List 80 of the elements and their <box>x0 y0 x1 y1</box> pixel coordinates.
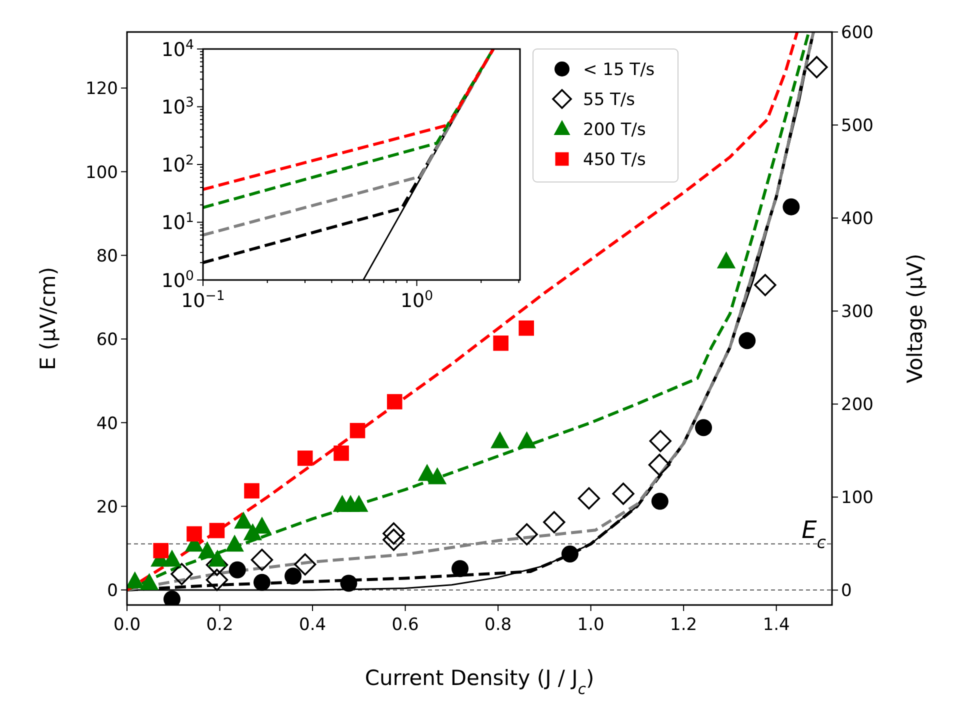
y-tick-label: 120 <box>86 79 118 100</box>
point <box>695 419 712 436</box>
legend-label: 55 T/s <box>583 90 636 110</box>
y2-axis-title: Voltage (μV) <box>903 254 927 384</box>
legend-label: 450 T/s <box>583 150 646 170</box>
point <box>243 523 262 540</box>
point <box>561 545 578 562</box>
y-tick-label: 10$^{3}$ <box>161 95 194 119</box>
point <box>493 336 508 351</box>
point <box>350 494 368 512</box>
point <box>490 431 510 448</box>
point <box>206 568 228 592</box>
y-tick-label: 10$^{2}$ <box>161 152 194 176</box>
point <box>186 526 202 542</box>
point <box>198 541 217 558</box>
x-tick-label: 0.0 <box>113 615 141 635</box>
point <box>738 332 756 350</box>
x-axis-title: Current Density (J / J$_{c}$) <box>364 666 594 698</box>
point <box>294 553 316 576</box>
point <box>516 523 538 546</box>
x-tick-label: 0.8 <box>484 615 512 635</box>
point <box>754 274 776 296</box>
point <box>612 482 634 505</box>
point <box>648 454 671 476</box>
point <box>651 492 668 510</box>
y-tick-label: 60 <box>96 330 118 350</box>
y2-tick-label: 600 <box>841 23 874 44</box>
point <box>127 571 144 588</box>
x-tick-label: 0.6 <box>392 615 419 635</box>
x-tick-label: 0.2 <box>206 615 234 635</box>
point <box>284 568 302 585</box>
y2-tick-label: 200 <box>841 395 874 416</box>
y2-tick-label: 0 <box>841 581 852 602</box>
x-tick-label: 1.2 <box>670 615 698 635</box>
y2-tick-label: 500 <box>841 116 874 136</box>
y-tick-label: 10$^{1}$ <box>161 210 194 234</box>
point <box>350 422 366 438</box>
point <box>382 528 405 551</box>
y-tick-label: 100 <box>86 162 118 183</box>
y-tick-label: 80 <box>96 246 118 266</box>
point <box>578 487 600 510</box>
point <box>234 512 253 529</box>
point <box>244 483 260 498</box>
y-tick-label: 20 <box>96 497 118 518</box>
point <box>518 320 534 336</box>
ref-line-label: E$_{c}$ <box>802 516 826 552</box>
point <box>543 511 566 534</box>
point <box>297 450 313 466</box>
x-tick-label: 1.4 <box>762 615 790 635</box>
legend-label: 200 T/s <box>583 120 646 140</box>
y2-tick-label: 100 <box>841 488 874 508</box>
point <box>209 522 225 538</box>
point <box>452 560 469 578</box>
point <box>253 574 270 591</box>
legend-label: < 15 T/s <box>583 60 655 80</box>
point <box>782 198 800 216</box>
y-tick-label: 40 <box>96 414 118 434</box>
point <box>153 542 169 558</box>
point <box>250 548 274 571</box>
point <box>140 573 159 590</box>
point <box>228 561 246 578</box>
point <box>386 394 402 410</box>
point <box>334 446 349 461</box>
y-tick-label: 10$^{4}$ <box>161 37 194 61</box>
x-tick-label: 0.4 <box>299 615 326 635</box>
y-tick-label: 0 <box>107 581 118 602</box>
point <box>208 550 227 567</box>
point <box>649 430 672 452</box>
y2-tick-label: 400 <box>841 209 874 230</box>
x-tick-label: 1.0 <box>577 615 604 635</box>
point <box>225 534 244 552</box>
point <box>382 522 405 545</box>
point <box>170 562 193 586</box>
point <box>806 56 828 78</box>
point <box>428 467 447 484</box>
y-axis-title: E (μV/cm) <box>36 266 60 370</box>
point <box>162 550 182 567</box>
point <box>340 574 358 592</box>
y2-tick-label: 300 <box>841 302 874 322</box>
point <box>517 431 536 448</box>
